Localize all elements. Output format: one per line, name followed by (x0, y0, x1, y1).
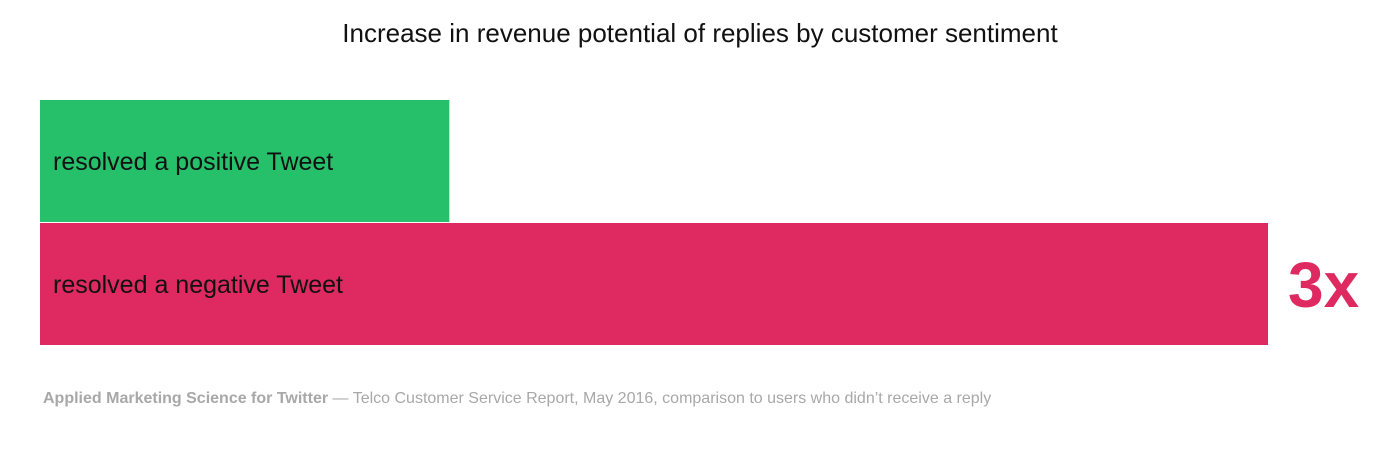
source-separator: — (328, 390, 353, 407)
bar-category-label: resolved a negative Tweet (53, 271, 343, 299)
source-text: Telco Customer Service Report, May 2016,… (352, 390, 992, 407)
bar-category-label: resolved a positive Tweet (53, 148, 333, 176)
source-citation: Applied Marketing Science for Twitter — … (43, 390, 991, 408)
bar-value-label: 3x (1288, 249, 1360, 321)
bar-positive (40, 100, 450, 222)
chart-title: Increase in revenue potential of replies… (342, 18, 1058, 48)
bar-negative (40, 223, 1268, 345)
source-organization: Applied Marketing Science for Twitter (43, 390, 329, 407)
